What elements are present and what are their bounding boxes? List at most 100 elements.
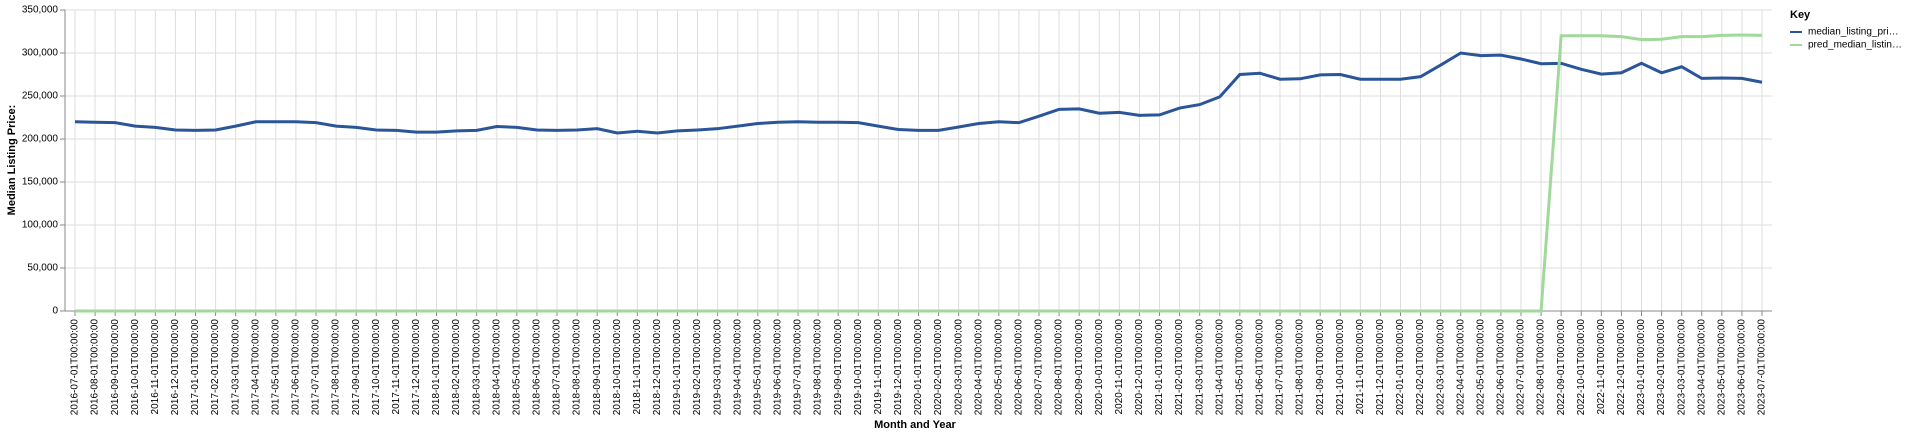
x-tick-label: 2022-07-01T00:00:00 [1516, 319, 1527, 416]
x-tick-label: 2019-08-01T00:00:00 [813, 319, 824, 416]
x-tick-label: 2018-03-01T00:00:00 [471, 319, 482, 416]
x-tick-label: 2016-07-01T00:00:00 [70, 319, 81, 416]
x-tick-label: 2021-08-01T00:00:00 [1295, 319, 1306, 416]
x-tick-label: 2017-12-01T00:00:00 [411, 319, 422, 416]
x-tick-label: 2019-09-01T00:00:00 [833, 319, 844, 416]
x-tick-label: 2021-10-01T00:00:00 [1335, 319, 1346, 416]
x-tick-label: 2018-12-01T00:00:00 [652, 319, 663, 416]
y-axis-title: Median Listing Price: [6, 105, 18, 216]
x-tick-label: 2020-12-01T00:00:00 [1134, 319, 1145, 416]
x-tick-label: 2023-05-01T00:00:00 [1716, 319, 1727, 416]
x-tick-label: 2017-09-01T00:00:00 [351, 319, 362, 416]
x-tick-label: 2020-03-01T00:00:00 [953, 319, 964, 416]
x-tick-label: 2022-10-01T00:00:00 [1576, 319, 1587, 416]
y-tick-label: 200,000 [22, 134, 59, 145]
legend-label: median_listing_pri… [1808, 27, 1899, 38]
x-tick-label: 2021-11-01T00:00:00 [1355, 319, 1366, 415]
x-tick-label: 2017-03-01T00:00:00 [230, 319, 241, 416]
x-tick-label: 2020-05-01T00:00:00 [993, 319, 1004, 416]
y-tick-label: 300,000 [22, 48, 59, 59]
x-tick-label: 2022-04-01T00:00:00 [1455, 319, 1466, 416]
x-tick-label: 2019-12-01T00:00:00 [893, 319, 904, 416]
x-tick-label: 2021-02-01T00:00:00 [1174, 319, 1185, 416]
y-tick-label: 100,000 [22, 220, 59, 231]
series-line [74, 51, 1763, 135]
legend-title: Key [1790, 9, 1811, 21]
x-tick-label: 2018-02-01T00:00:00 [451, 319, 462, 416]
y-tick-label: 250,000 [22, 91, 59, 102]
x-tick-label: 2020-04-01T00:00:00 [973, 319, 984, 416]
x-tick-label: 2020-06-01T00:00:00 [1014, 319, 1025, 416]
x-tick-label: 2020-10-01T00:00:00 [1094, 319, 1105, 416]
x-tick-label: 2023-01-01T00:00:00 [1636, 319, 1647, 416]
x-tick-label: 2016-11-01T00:00:00 [150, 319, 161, 415]
x-tick-label: 2021-06-01T00:00:00 [1255, 319, 1266, 416]
x-tick-label: 2017-01-01T00:00:00 [190, 319, 201, 416]
x-tick-label: 2016-12-01T00:00:00 [170, 319, 181, 416]
x-tick-label: 2020-07-01T00:00:00 [1034, 319, 1045, 416]
x-tick-label: 2021-01-01T00:00:00 [1154, 319, 1165, 416]
x-tick-label: 2018-08-01T00:00:00 [572, 319, 583, 416]
x-tick-label: 2019-02-01T00:00:00 [692, 319, 703, 416]
x-tick-label: 2022-06-01T00:00:00 [1496, 319, 1507, 416]
x-tick-label: 2019-07-01T00:00:00 [793, 319, 804, 416]
x-tick-label: 2021-09-01T00:00:00 [1315, 319, 1326, 416]
x-axis-title: Month and Year [874, 419, 956, 431]
x-tick-label: 2023-02-01T00:00:00 [1656, 319, 1667, 416]
x-tick-label: 2019-11-01T00:00:00 [873, 319, 884, 415]
x-tick-label: 2017-02-01T00:00:00 [210, 319, 221, 416]
x-tick-label: 2020-11-01T00:00:00 [1114, 319, 1125, 415]
x-tick-label: 2017-04-01T00:00:00 [250, 319, 261, 416]
x-tick-label: 2021-03-01T00:00:00 [1194, 319, 1205, 416]
x-tick-label: 2021-05-01T00:00:00 [1234, 319, 1245, 416]
x-tick-label: 2019-06-01T00:00:00 [773, 319, 784, 416]
x-tick-label: 2017-11-01T00:00:00 [391, 319, 402, 415]
x-tick-label: 2018-01-01T00:00:00 [431, 319, 442, 416]
x-tick-label: 2022-11-01T00:00:00 [1596, 319, 1607, 415]
x-tick-label: 2017-10-01T00:00:00 [371, 319, 382, 416]
x-tick-label: 2019-01-01T00:00:00 [672, 319, 683, 416]
x-tick-label: 2018-10-01T00:00:00 [612, 319, 623, 416]
x-tick-label: 2016-09-01T00:00:00 [110, 319, 121, 416]
y-tick-label: 50,000 [27, 263, 58, 274]
x-tick-label: 2023-07-01T00:00:00 [1757, 319, 1768, 416]
x-tick-label: 2022-08-01T00:00:00 [1536, 319, 1547, 416]
x-tick-label: 2021-04-01T00:00:00 [1214, 319, 1225, 416]
x-tick-label: 2016-08-01T00:00:00 [90, 319, 101, 416]
x-tick-label: 2016-10-01T00:00:00 [130, 319, 141, 416]
x-tick-label: 2022-02-01T00:00:00 [1415, 319, 1426, 416]
series-line [75, 33, 1763, 313]
x-tick-label: 2018-07-01T00:00:00 [552, 319, 563, 416]
x-tick-label: 2020-02-01T00:00:00 [933, 319, 944, 416]
y-tick-label: 0 [52, 306, 58, 317]
x-tick-label: 2017-05-01T00:00:00 [270, 319, 281, 416]
x-tick-label: 2018-04-01T00:00:00 [491, 319, 502, 416]
x-tick-label: 2023-03-01T00:00:00 [1676, 319, 1687, 416]
y-tick-label: 150,000 [22, 177, 59, 188]
x-tick-label: 2018-09-01T00:00:00 [592, 319, 603, 416]
x-tick-label: 2020-01-01T00:00:00 [913, 319, 924, 416]
x-tick-label: 2017-07-01T00:00:00 [311, 319, 322, 416]
x-tick-label: 2019-10-01T00:00:00 [853, 319, 864, 416]
x-tick-label: 2018-05-01T00:00:00 [511, 319, 522, 416]
x-tick-label: 2021-07-01T00:00:00 [1275, 319, 1286, 416]
x-tick-label: 2020-08-01T00:00:00 [1054, 319, 1065, 416]
x-tick-label: 2019-05-01T00:00:00 [752, 319, 763, 416]
x-tick-label: 2019-03-01T00:00:00 [712, 319, 723, 416]
x-tick-label: 2017-08-01T00:00:00 [331, 319, 342, 416]
x-tick-label: 2022-01-01T00:00:00 [1395, 319, 1406, 416]
x-tick-label: 2022-09-01T00:00:00 [1556, 319, 1567, 416]
y-tick-label: 350,000 [22, 5, 59, 16]
x-tick-label: 2021-12-01T00:00:00 [1375, 319, 1386, 416]
x-tick-label: 2017-06-01T00:00:00 [291, 319, 302, 416]
x-tick-label: 2022-03-01T00:00:00 [1435, 319, 1446, 416]
x-tick-label: 2022-12-01T00:00:00 [1616, 319, 1627, 416]
x-tick-label: 2023-06-01T00:00:00 [1737, 319, 1748, 416]
x-tick-label: 2023-04-01T00:00:00 [1696, 319, 1707, 416]
x-tick-label: 2018-06-01T00:00:00 [532, 319, 543, 416]
legend-label: pred_median_listin… [1808, 40, 1902, 51]
x-tick-label: 2022-05-01T00:00:00 [1475, 319, 1486, 416]
x-tick-label: 2018-11-01T00:00:00 [632, 319, 643, 415]
x-tick-label: 2020-09-01T00:00:00 [1074, 319, 1085, 416]
